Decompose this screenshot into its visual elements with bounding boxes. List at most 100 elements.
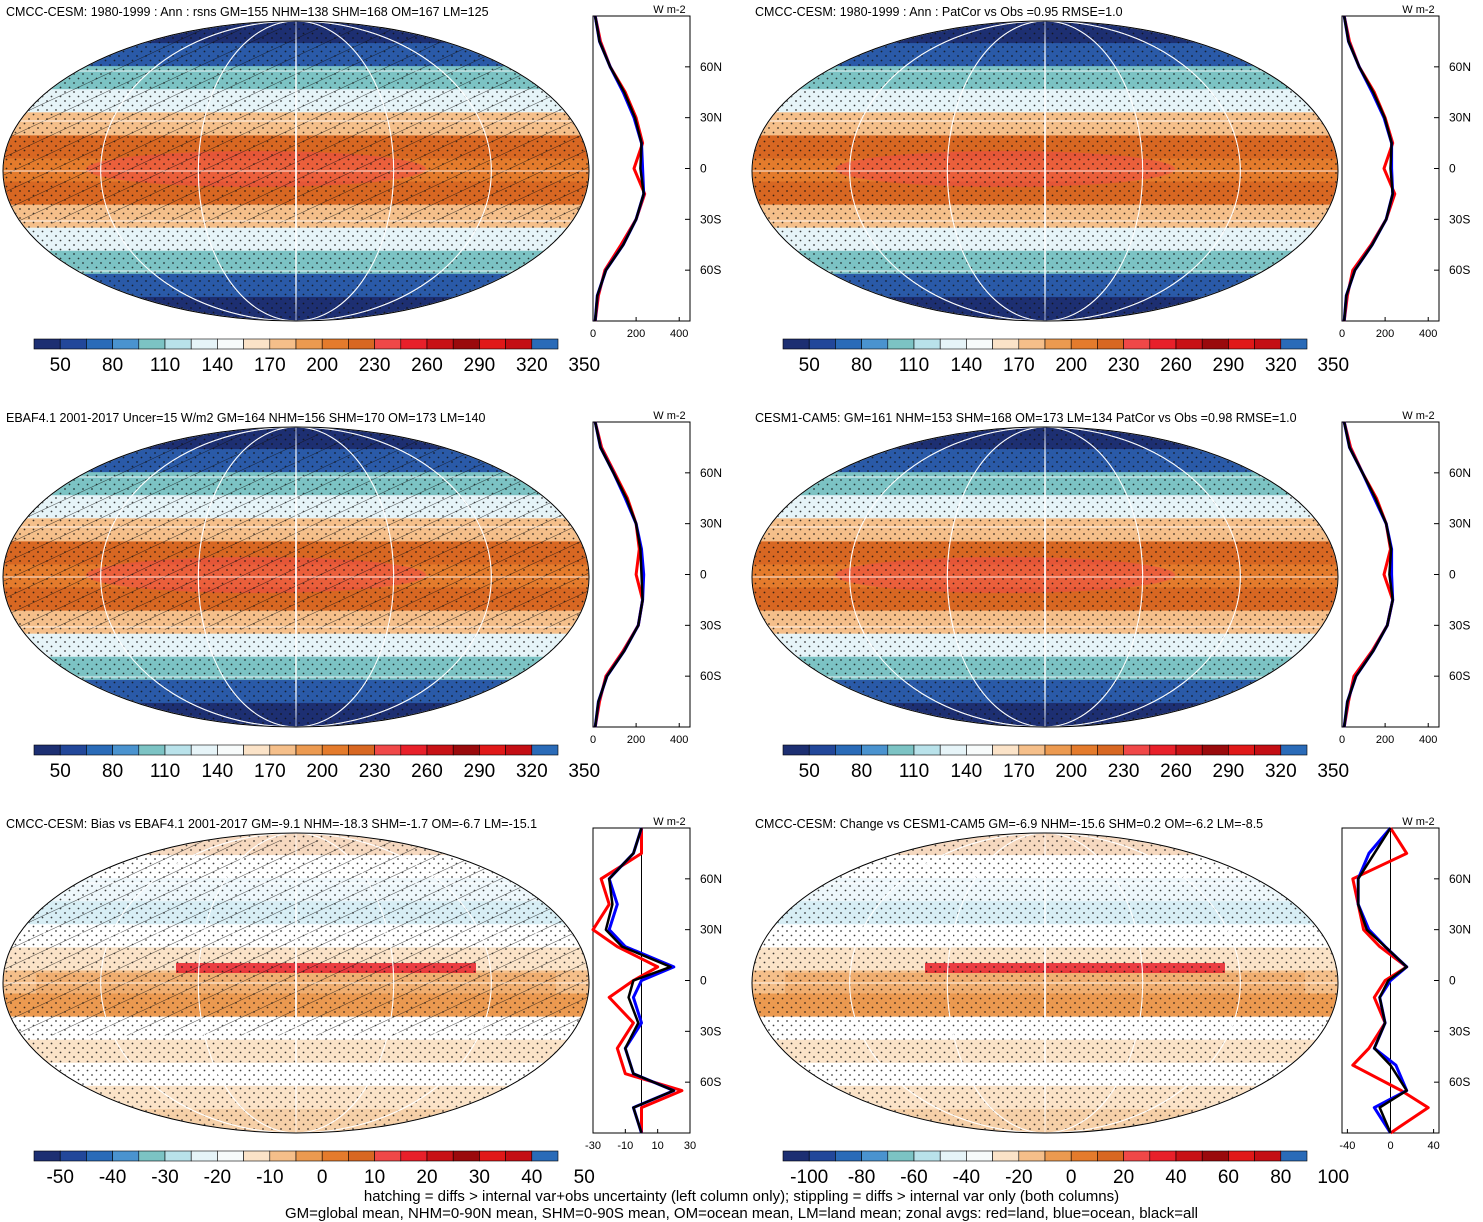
colorbar-box: [1149, 338, 1177, 350]
colorbar-box: [1175, 1150, 1203, 1162]
graticule-meridian: [946, 21, 1144, 321]
colorbar-label: -100: [790, 1167, 828, 1188]
colorbar-label: 80: [102, 761, 123, 782]
colorbar-box: [1044, 744, 1072, 756]
colorbar-box: [1175, 744, 1203, 756]
colorbar-box: [1201, 1150, 1229, 1162]
panel-p3: EBAF4.1 2001-2017 Uncer=15 W/m2 GM=164 N…: [2, 410, 722, 782]
lat-label: 0: [1449, 974, 1456, 988]
graticule-meridian: [1044, 833, 1046, 1133]
colorbar-label: 320: [516, 761, 548, 782]
zonal-xtick-label: 0: [1339, 734, 1345, 746]
lat-label: 60S: [1449, 1075, 1470, 1089]
colorbar-label: 80: [851, 355, 872, 376]
colorbar-label: 80: [851, 761, 872, 782]
colorbar-label: 140: [951, 761, 983, 782]
colorbar-label: 290: [464, 355, 496, 376]
graticule-meridian: [946, 427, 1144, 727]
colorbar-label: 320: [1265, 761, 1297, 782]
colorbar-box: [1254, 1150, 1282, 1162]
lat-label: 60S: [1449, 669, 1470, 683]
colorbar-box: [243, 338, 271, 350]
colorbar-box: [217, 744, 244, 756]
colorbar-box: [505, 744, 533, 756]
colorbar-label: 170: [254, 761, 286, 782]
map-outline: [2, 20, 590, 322]
colorbar-box: [992, 744, 1020, 756]
graticule-meridian: [197, 833, 395, 1133]
colorbar-box: [939, 1150, 967, 1162]
colorbar-box: [1018, 744, 1046, 756]
colorbar-box: [966, 744, 993, 756]
colorbar-label: 350: [1317, 761, 1349, 782]
zonal-xtick-label: 0: [1339, 328, 1345, 340]
colorbar-label: 290: [1213, 761, 1245, 782]
colorbar-box: [400, 1150, 428, 1162]
colorbar-label: 50: [799, 355, 820, 376]
zonal-line-all: [1356, 827, 1408, 1134]
colorbar-label: 290: [464, 761, 496, 782]
colorbar: 50 80 110 140 170 200 230 260 290 320 350: [782, 338, 1349, 376]
map-field: [3, 427, 589, 727]
colorbar: 50 80 110 140 170 200 230 260 290 320 350: [782, 744, 1349, 782]
colorbar-box: [939, 338, 967, 350]
colorbar-box: [992, 1150, 1020, 1162]
colorbar-label: 230: [1108, 355, 1140, 376]
colorbar-label: 10: [364, 1167, 385, 1188]
graticule-meridian: [1044, 21, 1046, 321]
colorbar-box: [808, 338, 836, 350]
colorbar-box: [348, 744, 375, 756]
graticule-meridian: [197, 21, 395, 321]
zonal-mean-panel: W m-2 -40 0 40 60N 30N 0 30S 60S: [1339, 816, 1471, 1152]
colorbar-label: -20: [1005, 1167, 1032, 1188]
colorbar-label: 170: [1003, 355, 1035, 376]
colorbar-box: [531, 338, 559, 350]
colorbar-box: [1175, 338, 1203, 350]
colorbar-box: [321, 338, 349, 350]
zonal-unit-label: W m-2: [1402, 4, 1434, 16]
colorbar-label: 200: [306, 761, 338, 782]
map-outline: [751, 426, 1339, 728]
colorbar-box: [1123, 744, 1151, 756]
zonal-line-all: [604, 827, 676, 1134]
zonal-line-all: [593, 421, 644, 728]
colorbar-box: [1280, 1150, 1308, 1162]
map-field: [752, 427, 1338, 727]
graticule-meridian: [946, 833, 1144, 1133]
colorbar-box: [138, 338, 166, 350]
colorbar-box: [835, 1150, 862, 1162]
colorbar-box: [479, 744, 506, 756]
colorbar-box: [1201, 338, 1229, 350]
colorbar-box: [374, 1150, 402, 1162]
zonal-unit-label: W m-2: [1402, 816, 1434, 828]
lat-label: 60N: [700, 466, 722, 480]
panel-p2: CMCC-CESM: 1980-1999 : Ann : PatCor vs O…: [751, 4, 1471, 376]
panel-title: CMCC-CESM: Change vs CESM1-CAM5 GM=-6.9 …: [755, 817, 1263, 831]
zonal-xtick-label: -40: [1339, 1140, 1355, 1152]
colorbar-box: [269, 744, 297, 756]
colorbar-box: [33, 1150, 61, 1162]
colorbar-label: -40: [99, 1167, 126, 1188]
lat-label: 30N: [700, 517, 722, 531]
colorbar: 50 80 110 140 170 200 230 260 290 320 350: [33, 338, 600, 376]
colorbar-box: [86, 338, 113, 350]
colorbar-label: 230: [359, 355, 391, 376]
zonal-line-all: [1342, 15, 1394, 322]
lat-label: 30N: [1449, 923, 1471, 937]
colorbar-box: [505, 338, 533, 350]
colorbar-box: [782, 744, 810, 756]
colorbar-box: [782, 338, 810, 350]
colorbar-label: 230: [1108, 761, 1140, 782]
footer-note-hatching: hatching = diffs > internal var+obs unce…: [363, 1188, 1120, 1205]
colorbar-box: [505, 1150, 533, 1162]
colorbar-box: [1201, 744, 1229, 756]
colorbar-label: 170: [1003, 761, 1035, 782]
zonal-xtick-label: 0: [1387, 1140, 1393, 1152]
colorbar-label: -40: [953, 1167, 980, 1188]
graticule-meridian: [295, 427, 297, 727]
colorbar-box: [531, 1150, 559, 1162]
colorbar-label: 290: [1213, 355, 1245, 376]
zonal-mean-panel: W m-2 0 200 400 60N 30N 0 30S 60S: [1339, 4, 1471, 340]
colorbar-box: [164, 1150, 192, 1162]
colorbar-box: [374, 744, 402, 756]
